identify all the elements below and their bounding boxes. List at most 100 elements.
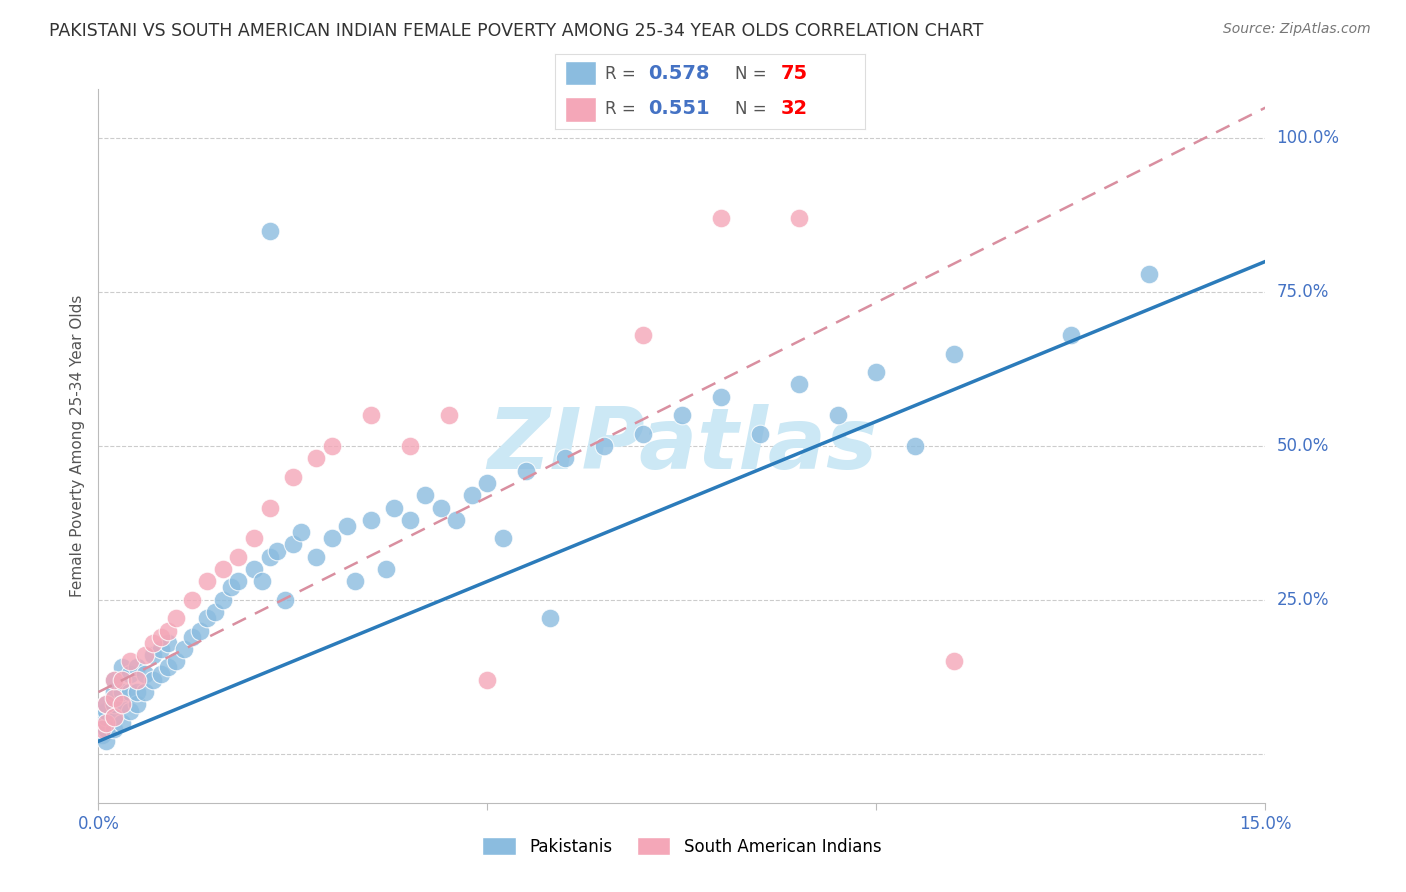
Point bbox=[943, 347, 966, 361]
Point bbox=[461, 488, 484, 502]
Point bbox=[149, 630, 172, 644]
Point bbox=[103, 709, 125, 723]
Point bbox=[250, 574, 273, 589]
Point bbox=[259, 549, 281, 564]
Point bbox=[477, 475, 499, 490]
Point bbox=[787, 377, 810, 392]
Point bbox=[180, 592, 202, 607]
Text: PAKISTANI VS SOUTH AMERICAN INDIAN FEMALE POVERTY AMONG 25-34 YEAR OLDS CORRELAT: PAKISTANI VS SOUTH AMERICAN INDIAN FEMAL… bbox=[49, 22, 984, 40]
Point bbox=[593, 439, 616, 453]
FancyBboxPatch shape bbox=[565, 62, 596, 86]
Point bbox=[382, 500, 405, 515]
Point bbox=[212, 592, 235, 607]
Point bbox=[96, 698, 118, 712]
Text: 50.0%: 50.0% bbox=[1277, 437, 1329, 455]
Text: N =: N = bbox=[735, 100, 772, 118]
Point bbox=[103, 673, 125, 687]
Point bbox=[290, 525, 312, 540]
Point bbox=[360, 409, 382, 423]
Point bbox=[305, 451, 328, 466]
Point bbox=[118, 704, 141, 718]
Point bbox=[305, 549, 328, 564]
Point bbox=[344, 574, 367, 589]
Point bbox=[111, 715, 134, 730]
Point bbox=[188, 624, 211, 638]
Point bbox=[111, 685, 134, 699]
Text: ZIPatlas: ZIPatlas bbox=[486, 404, 877, 488]
Point bbox=[748, 426, 770, 441]
Point bbox=[1060, 328, 1083, 343]
Point bbox=[157, 636, 180, 650]
Point bbox=[336, 519, 359, 533]
Point bbox=[554, 451, 576, 466]
Point bbox=[103, 685, 125, 699]
Point bbox=[429, 500, 451, 515]
Point bbox=[134, 666, 156, 681]
Text: R =: R = bbox=[605, 65, 641, 83]
Text: 32: 32 bbox=[782, 99, 808, 119]
Text: N =: N = bbox=[735, 65, 772, 83]
Point bbox=[943, 654, 966, 668]
Point bbox=[321, 439, 343, 453]
Point bbox=[321, 531, 343, 545]
Point bbox=[127, 673, 149, 687]
Point bbox=[228, 574, 250, 589]
Point bbox=[127, 698, 149, 712]
Point bbox=[96, 734, 118, 748]
Point bbox=[142, 636, 165, 650]
Point bbox=[149, 666, 172, 681]
Point bbox=[492, 531, 515, 545]
Point bbox=[266, 543, 288, 558]
Text: 75.0%: 75.0% bbox=[1277, 283, 1329, 301]
Point bbox=[103, 709, 125, 723]
Point bbox=[91, 722, 114, 736]
Point bbox=[111, 698, 134, 712]
Point bbox=[228, 549, 250, 564]
Point bbox=[446, 513, 468, 527]
Point bbox=[165, 654, 187, 668]
Text: 100.0%: 100.0% bbox=[1277, 129, 1340, 147]
Point bbox=[118, 666, 141, 681]
FancyBboxPatch shape bbox=[565, 97, 596, 122]
Point bbox=[195, 611, 218, 625]
Point bbox=[413, 488, 436, 502]
Point bbox=[865, 365, 887, 379]
Point bbox=[180, 630, 202, 644]
Point bbox=[671, 409, 693, 423]
Point bbox=[787, 211, 810, 226]
Text: 0.578: 0.578 bbox=[648, 64, 710, 84]
Point bbox=[243, 531, 266, 545]
Point bbox=[157, 660, 180, 674]
Point bbox=[134, 685, 156, 699]
Point bbox=[134, 648, 156, 662]
Point bbox=[96, 704, 118, 718]
Y-axis label: Female Poverty Among 25-34 Year Olds: Female Poverty Among 25-34 Year Olds bbox=[69, 295, 84, 597]
Point bbox=[149, 642, 172, 657]
Point bbox=[259, 224, 281, 238]
Point bbox=[103, 722, 125, 736]
Point bbox=[904, 439, 927, 453]
Point bbox=[212, 562, 235, 576]
Point bbox=[96, 698, 118, 712]
Legend: Pakistanis, South American Indians: Pakistanis, South American Indians bbox=[475, 830, 889, 863]
Point bbox=[118, 654, 141, 668]
Point bbox=[477, 673, 499, 687]
Point bbox=[360, 513, 382, 527]
Point bbox=[259, 500, 281, 515]
Point bbox=[96, 715, 118, 730]
Point bbox=[281, 469, 304, 483]
Point bbox=[142, 648, 165, 662]
Point bbox=[219, 581, 242, 595]
Point bbox=[538, 611, 561, 625]
Point bbox=[96, 709, 118, 723]
Point bbox=[631, 328, 654, 343]
Point bbox=[103, 698, 125, 712]
Point bbox=[375, 562, 398, 576]
Text: R =: R = bbox=[605, 100, 641, 118]
Point bbox=[710, 390, 733, 404]
Point bbox=[710, 211, 733, 226]
Point bbox=[91, 728, 114, 742]
Point bbox=[165, 611, 187, 625]
Text: 0.551: 0.551 bbox=[648, 99, 710, 119]
Point bbox=[111, 660, 134, 674]
